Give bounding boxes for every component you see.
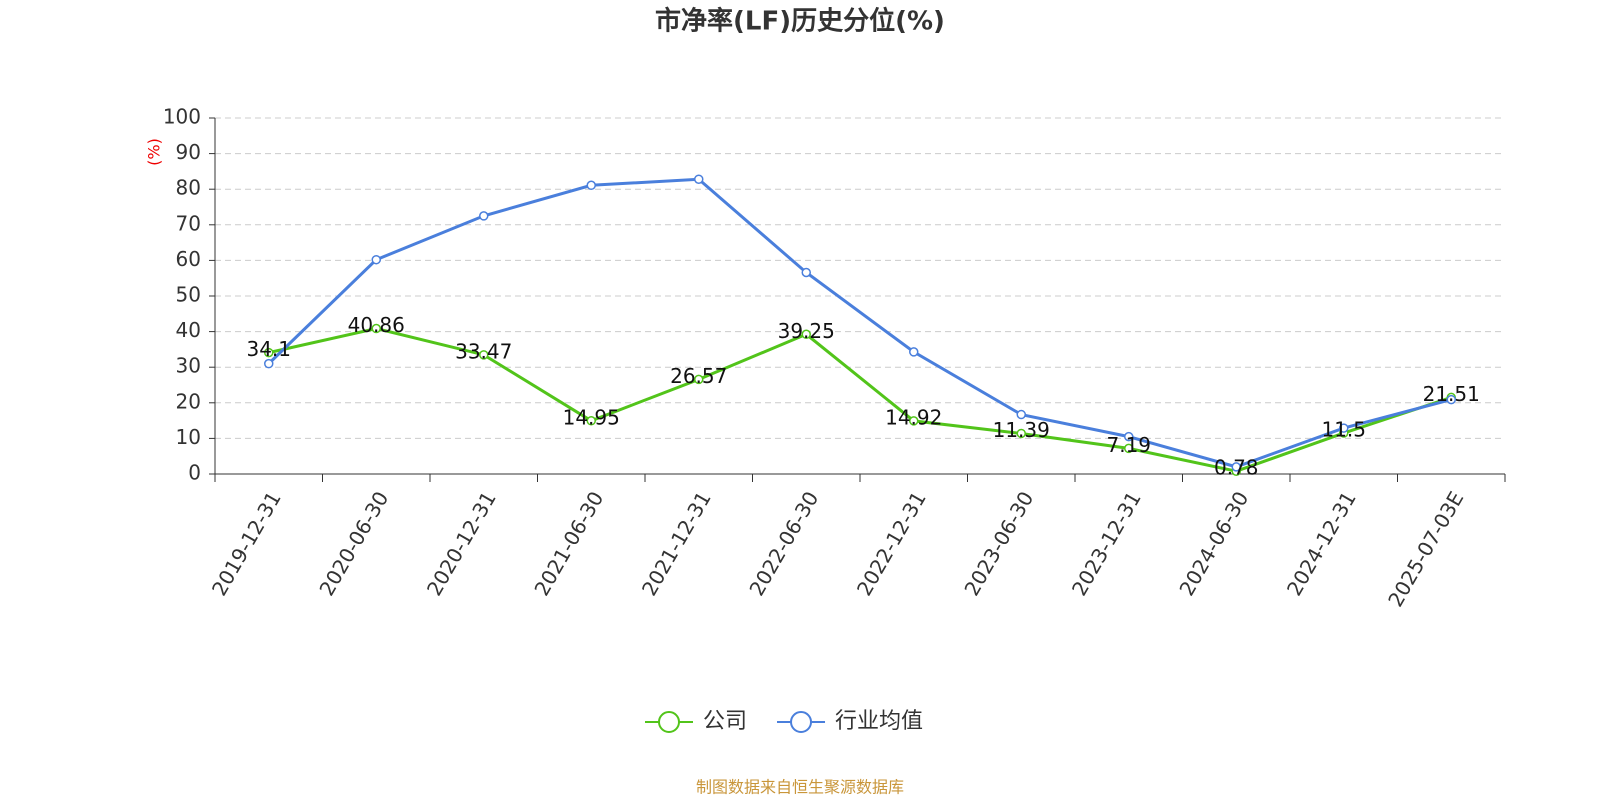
x-tick-label: 2019-12-31 xyxy=(207,487,286,600)
y-tick-label: 70 xyxy=(176,211,201,235)
y-tick-label: 80 xyxy=(176,176,201,200)
x-tick-label: 2023-06-30 xyxy=(959,487,1038,600)
y-tick-label: 40 xyxy=(176,318,201,342)
point xyxy=(909,347,919,357)
point xyxy=(479,211,489,221)
point xyxy=(1339,423,1349,433)
y-tick-label: 90 xyxy=(176,140,201,164)
point xyxy=(1016,428,1026,439)
y-tick-label: 100 xyxy=(163,105,201,129)
data-label: 0.78 xyxy=(1214,456,1259,480)
point xyxy=(264,347,274,358)
point xyxy=(801,329,811,340)
point xyxy=(1124,431,1134,442)
y-tick-label: 20 xyxy=(176,389,201,413)
point xyxy=(264,358,274,369)
y-tick-label: 30 xyxy=(176,354,201,378)
y-tick-label: 0 xyxy=(188,461,201,485)
data-label: 11.39 xyxy=(993,418,1050,442)
data-label: 26.57 xyxy=(670,364,727,388)
point xyxy=(694,174,704,184)
point xyxy=(694,374,704,385)
legend-marker xyxy=(658,711,680,733)
x-tick-label: 2024-12-31 xyxy=(1282,487,1361,600)
data-label: 11.5 xyxy=(1321,418,1366,442)
data-label: 40.86 xyxy=(348,313,405,337)
series-line xyxy=(267,177,1452,469)
x-tick-label: 2022-12-31 xyxy=(852,487,931,600)
point xyxy=(1446,394,1456,405)
source-note: 制图数据来自恒生聚源数据库 xyxy=(696,778,904,797)
point xyxy=(1231,462,1241,472)
data-label: 14.95 xyxy=(563,405,620,429)
x-tick-label: 2020-06-30 xyxy=(314,487,393,600)
y-tick-label: 60 xyxy=(176,247,201,271)
series-line xyxy=(268,326,1452,473)
point xyxy=(909,416,919,426)
legend-label: 行业均值 xyxy=(835,709,923,734)
x-tick-label: 2023-12-31 xyxy=(1067,487,1146,600)
data-label: 14.92 xyxy=(885,405,942,429)
point xyxy=(1016,409,1026,420)
point xyxy=(586,416,596,426)
x-tick-label: 2021-12-31 xyxy=(637,487,716,600)
x-tick-label: 2025-07-03E xyxy=(1383,487,1468,611)
y-tick-label: 50 xyxy=(176,283,201,307)
data-label: 33.47 xyxy=(455,339,512,363)
x-tick-label: 2021-06-30 xyxy=(529,487,608,600)
point xyxy=(801,267,811,278)
data-label: 7.19 xyxy=(1106,433,1151,457)
y-axis-label: (%) xyxy=(145,138,164,166)
point xyxy=(586,180,596,191)
x-tick-label: 2024-06-30 xyxy=(1174,487,1253,600)
legend-label: 公司 xyxy=(703,709,747,734)
data-label: 39.25 xyxy=(778,319,835,343)
point xyxy=(371,323,381,334)
chart-title: 市净率(LF)历史分位(%) xyxy=(655,6,945,37)
y-tick-label: 10 xyxy=(176,425,201,449)
x-tick-label: 2022-06-30 xyxy=(744,487,823,600)
data-label: 21.51 xyxy=(1423,382,1480,406)
legend-marker xyxy=(790,711,813,733)
point xyxy=(1124,443,1134,454)
point xyxy=(479,350,489,360)
x-tick-label: 2020-12-31 xyxy=(422,487,501,600)
data-label: 34.1 xyxy=(246,337,291,361)
point xyxy=(371,254,381,265)
